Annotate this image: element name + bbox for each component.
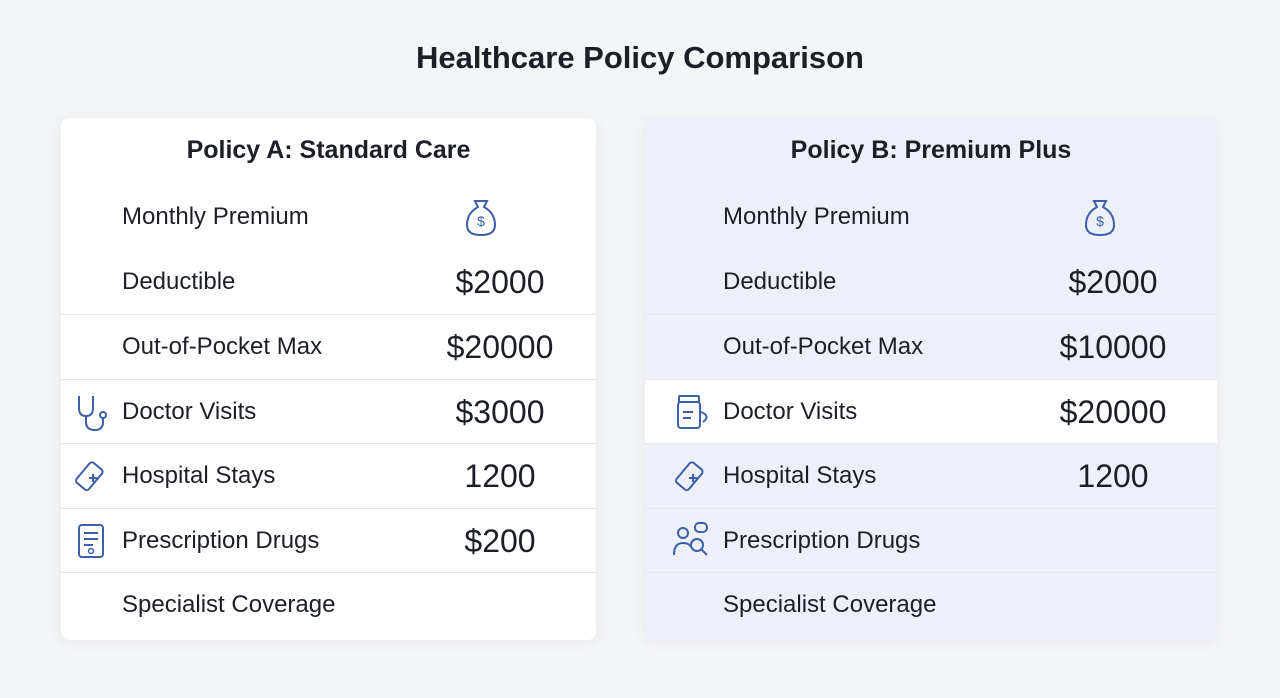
row-icon: $ [465, 200, 497, 237]
row-label: Deductible [122, 267, 236, 295]
policy-row: Out-of-Pocket Max $20000 [61, 314, 596, 379]
row-value: $2000 [1068, 263, 1158, 300]
policy-row: Doctor Visits $3000 [61, 378, 596, 444]
row-value: $20000 [446, 329, 554, 365]
page-title: Healthcare Policy Comparison [416, 40, 864, 75]
card-title: Policy A: Standard Care [186, 136, 471, 164]
policy-card: Policy B: Premium Plus Monthly Premium $ D… [645, 118, 1217, 640]
row-label: Out-of-Pocket Max [122, 333, 323, 360]
row-value: $3000 [455, 393, 545, 430]
policy-row: Doctor Visits $20000 [645, 378, 1217, 444]
row-value: $20000 [1059, 393, 1167, 430]
policy-row: Hospital Stays 1200 [645, 443, 1217, 508]
row-icon [677, 394, 708, 429]
policy-row: Out-of-Pocket Max $10000 [645, 314, 1217, 379]
row-label: Specialist Coverage [122, 591, 336, 618]
row-label: Out-of-Pocket Max [723, 333, 924, 360]
policy-row: Specialist Coverage [61, 572, 596, 637]
row-icon: $ [1084, 200, 1116, 237]
row-icon [75, 461, 104, 492]
svg-text:$: $ [1096, 213, 1104, 229]
row-label: Hospital Stays [723, 462, 877, 489]
row-label: Monthly Premium [122, 203, 309, 230]
policy-row: Prescription Drugs [645, 507, 1217, 573]
row-icon [673, 521, 708, 556]
policy-row: Hospital Stays 1200 [61, 443, 596, 508]
policy-row: Monthly Premium $ [61, 185, 596, 249]
row-icon [675, 461, 704, 492]
row-icon [78, 523, 104, 558]
row-label: Specialist Coverage [723, 591, 937, 618]
row-value: $200 [464, 522, 536, 559]
policy-row: Deductible $2000 [645, 250, 1217, 314]
row-icon [78, 395, 107, 431]
svg-text:$: $ [477, 213, 485, 229]
row-label: Prescription Drugs [122, 526, 320, 554]
row-value: 1200 [1077, 458, 1149, 494]
row-value: $10000 [1059, 329, 1167, 365]
row-value: $2000 [455, 263, 545, 300]
row-label: Doctor Visits [723, 397, 858, 425]
row-label: Deductible [723, 267, 837, 295]
row-label: Hospital Stays [122, 462, 276, 489]
policy-row: Specialist Coverage [645, 572, 1217, 637]
row-label: Prescription Drugs [723, 526, 921, 554]
policy-row: Deductible $2000 [61, 250, 596, 314]
row-label: Monthly Premium [723, 203, 910, 230]
policy-row: Monthly Premium $ [645, 185, 1217, 249]
row-label: Doctor Visits [122, 397, 257, 425]
row-value: 1200 [464, 458, 536, 494]
policy-card: Policy A: Standard Care Monthly Premium $… [61, 118, 596, 640]
policy-row: Prescription Drugs $200 [61, 507, 596, 573]
card-title: Policy B: Premium Plus [790, 136, 1072, 164]
